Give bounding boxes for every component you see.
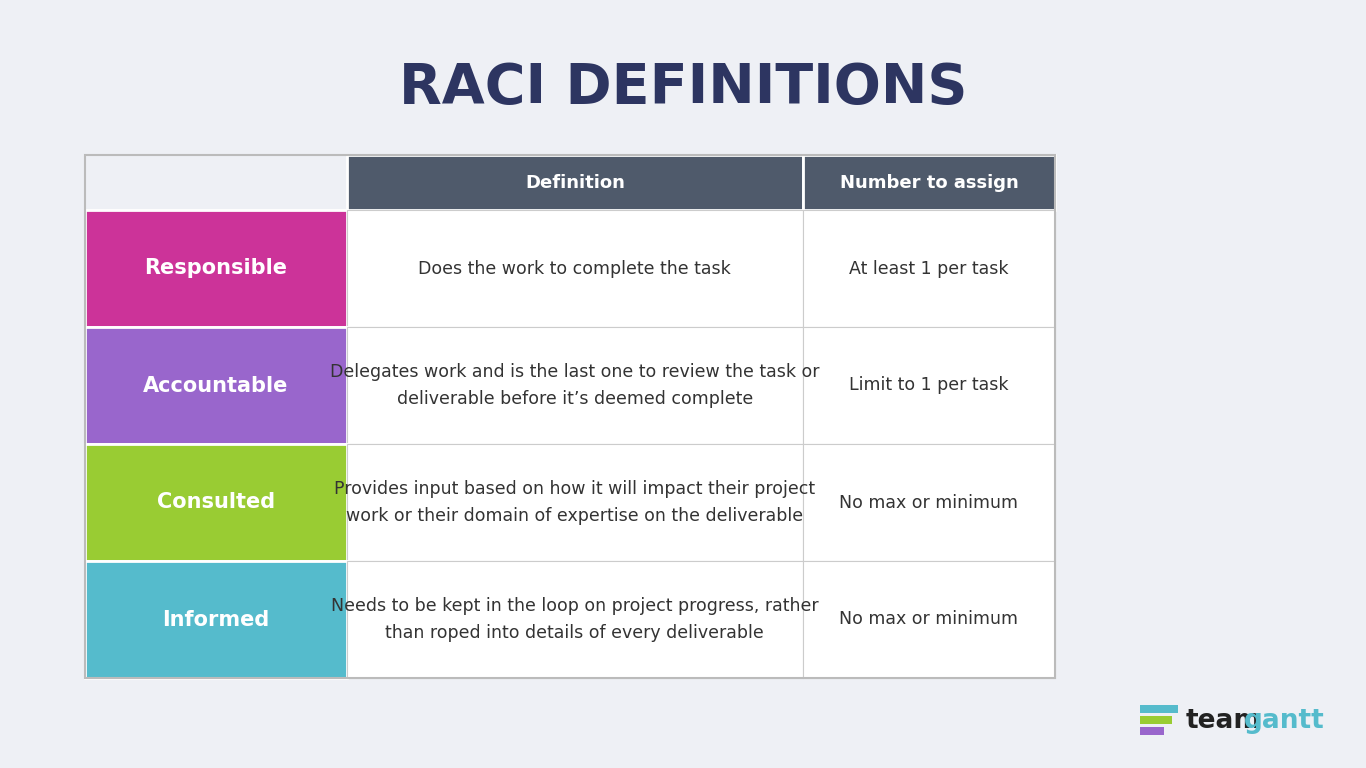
Bar — [803, 561, 1055, 678]
Bar — [85, 561, 347, 678]
Text: Consulted: Consulted — [157, 492, 275, 512]
Text: Informed: Informed — [163, 610, 269, 630]
Text: Provides input based on how it will impact their project
work or their domain of: Provides input based on how it will impa… — [335, 480, 816, 525]
Text: Accountable: Accountable — [143, 376, 288, 396]
Text: Delegates work and is the last one to review the task or
deliverable before it’s: Delegates work and is the last one to re… — [331, 363, 820, 408]
Bar — [85, 210, 347, 327]
Bar — [347, 327, 803, 444]
Text: At least 1 per task: At least 1 per task — [850, 260, 1008, 277]
Text: Number to assign: Number to assign — [840, 174, 1018, 191]
Bar — [347, 155, 803, 210]
Text: Definition: Definition — [525, 174, 624, 191]
Bar — [347, 561, 803, 678]
Text: gantt: gantt — [1244, 708, 1325, 734]
Bar — [1141, 716, 1172, 724]
Bar — [1141, 705, 1177, 713]
Bar — [85, 444, 347, 561]
Bar — [803, 210, 1055, 327]
Text: Responsible: Responsible — [145, 259, 287, 279]
Text: No max or minimum: No max or minimum — [839, 494, 1019, 511]
Bar — [347, 210, 803, 327]
Bar — [803, 155, 1055, 210]
Text: Limit to 1 per task: Limit to 1 per task — [850, 376, 1008, 395]
Bar — [347, 444, 803, 561]
Bar — [803, 444, 1055, 561]
Text: Needs to be kept in the loop on project progress, rather
than roped into details: Needs to be kept in the loop on project … — [331, 598, 818, 642]
Bar — [85, 155, 1055, 678]
Text: RACI DEFINITIONS: RACI DEFINITIONS — [399, 61, 967, 115]
Text: No max or minimum: No max or minimum — [839, 611, 1019, 628]
Bar — [1141, 727, 1164, 735]
Text: team: team — [1186, 708, 1262, 734]
Text: Does the work to complete the task: Does the work to complete the task — [418, 260, 731, 277]
Bar — [85, 327, 347, 444]
Bar — [803, 327, 1055, 444]
